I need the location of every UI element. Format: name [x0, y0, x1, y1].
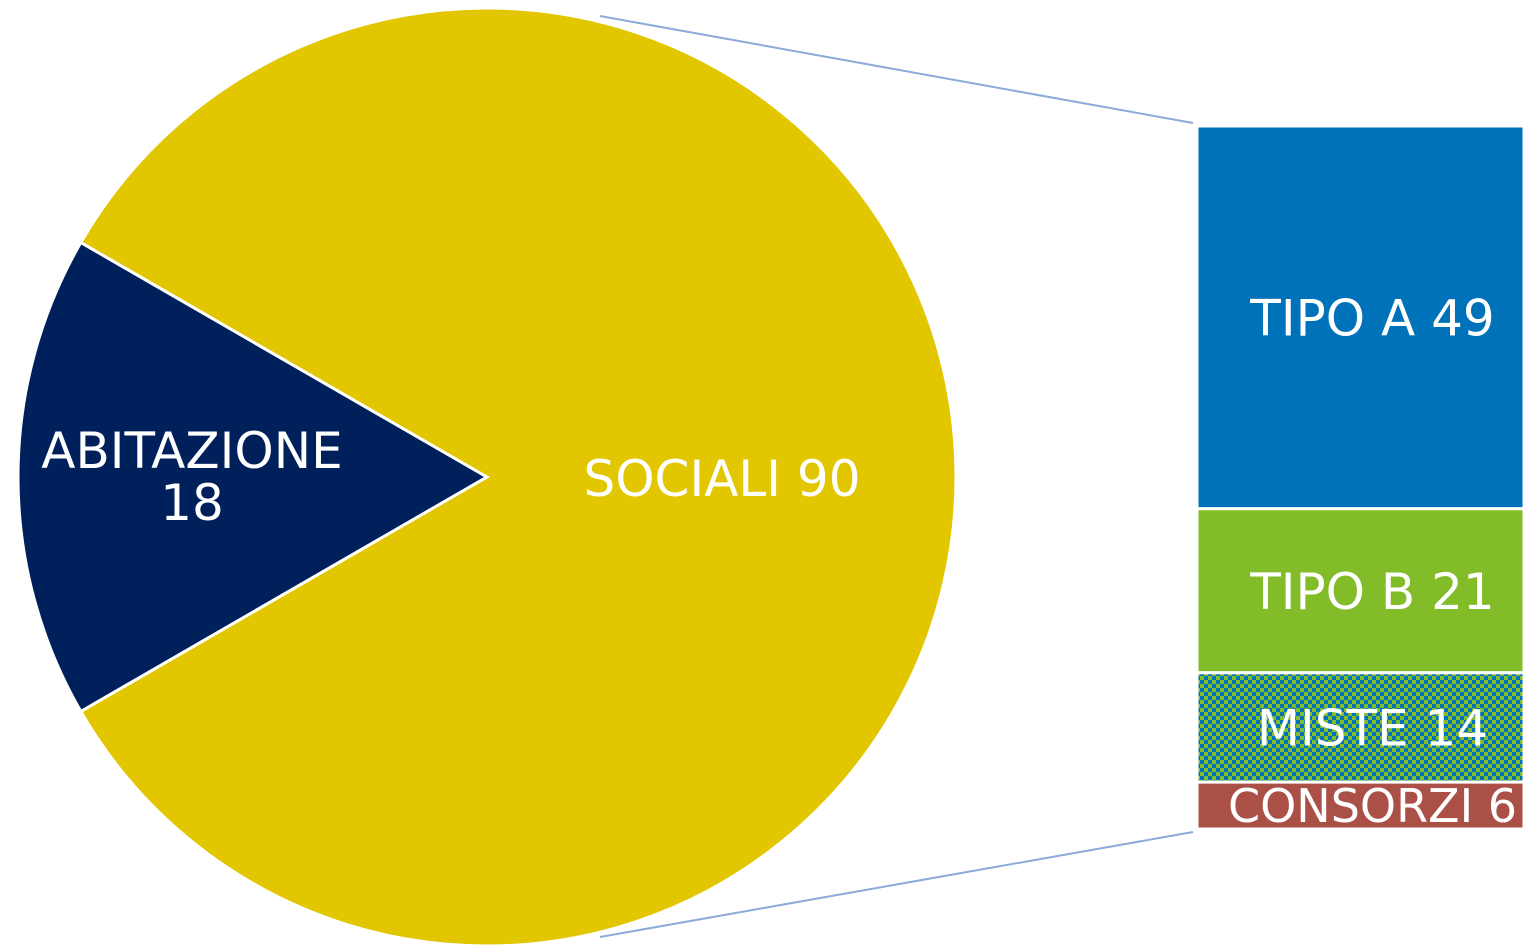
- bar-label-tipo-a: TIPO A 49: [1249, 289, 1494, 347]
- pie-label-abitazione: ABITAZIONE 18: [41, 422, 342, 532]
- connector-line-top: [599, 15, 1194, 124]
- bar-label-consorzi: CONSORZI 6: [1228, 779, 1517, 833]
- bar-segment-consorzi: [1195, 780, 1524, 831]
- pie-slice-sociali: [78, 6, 958, 946]
- bar-segment-tipo-a: [1195, 124, 1524, 511]
- connector-line-bottom: [599, 831, 1194, 938]
- bar-label-miste: MISTE 14: [1257, 699, 1488, 757]
- bar-segment-tipo-b: [1195, 507, 1524, 675]
- bar-label-tipo-b: TIPO B 21: [1249, 563, 1495, 621]
- pie-label-sociali: SOCIALI 90: [583, 450, 860, 508]
- pie-slice-abitazione: [16, 240, 491, 714]
